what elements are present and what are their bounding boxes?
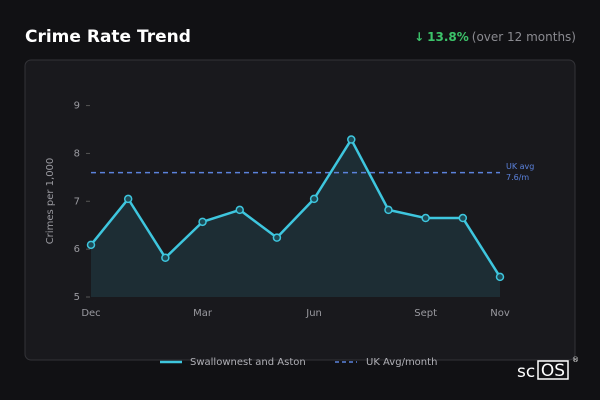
data-point [198,217,207,227]
x-tick-label: Dec [81,308,100,319]
reference-label: UK avg [506,162,534,171]
data-point [421,213,430,223]
data-point [161,253,170,263]
data-point [86,240,96,250]
change-summary: ↓ 13.8% (over 12 months) [414,30,576,44]
y-tick-label: 9 [74,101,80,112]
y-tick-label: 5 [74,292,80,303]
series-line [90,138,502,278]
legend-label: UK Avg/month [366,357,437,368]
data-point [123,194,133,204]
y-tick-label: 8 [74,148,80,159]
change-arrow: ↓ [414,30,424,44]
legend-label: Swallownest and Aston [190,357,306,368]
change-value: 13.8% [427,30,469,44]
data-point [235,205,244,215]
change-note: (over 12 months) [472,30,576,44]
brand-boxed: OS [541,361,565,381]
x-tick-label: Jun [305,308,322,319]
data-point [384,205,393,215]
data-point [347,135,356,144]
x-tick-label: Mar [193,308,213,319]
page-title: Crime Rate Trend [25,27,191,47]
data-point [272,233,282,242]
brand-mark: ® [572,356,579,364]
data-point [458,213,468,223]
data-point [495,272,505,282]
series-area [91,139,500,297]
brand-prefix: sc [517,362,535,382]
chart-panel [24,59,576,361]
x-tick-label: Nov [490,308,510,319]
data-point [309,194,319,204]
x-tick-label: Sept [414,308,437,319]
y-axis-label: Crimes per 1,000 [45,158,56,245]
reference-label: 7.6/m [506,173,529,182]
brand: sc [517,362,535,382]
y-tick-label: 7 [74,196,80,207]
y-tick-label: 6 [74,244,80,255]
brand-box [537,360,569,380]
